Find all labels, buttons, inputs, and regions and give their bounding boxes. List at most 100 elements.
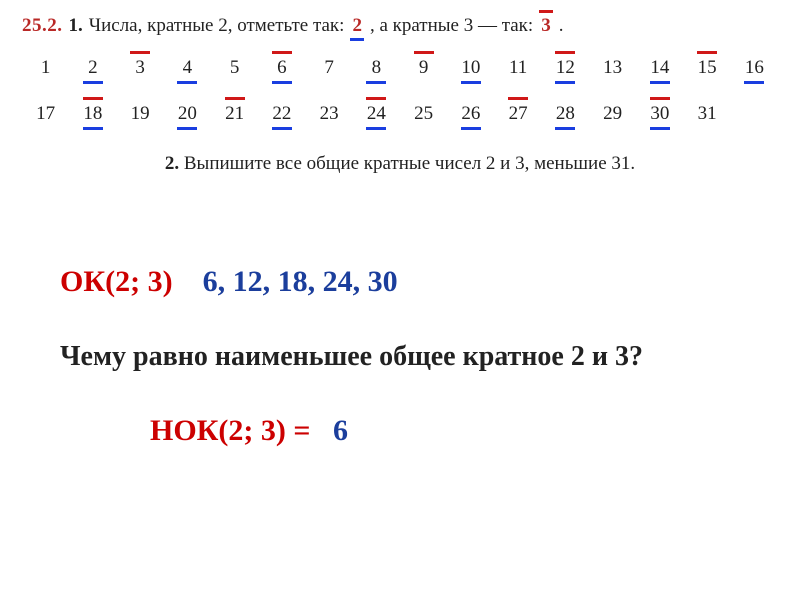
mult2-underline [744,81,764,84]
number-cell: 17 [22,103,69,125]
number-value: 2 [87,57,99,79]
exercise-line-2: 2. Выпишите все общие кратные чисел 2 и … [22,153,778,175]
number-cell: 3 [117,57,164,79]
number-cell: 9 [400,57,447,79]
mult3-overline [508,97,528,100]
number-cell: 5 [211,57,258,79]
number-cell: 11 [495,57,542,79]
common-multiples-line: ОК(2; 3) 6, 12, 18, 24, 30 [60,265,740,299]
number-value: 10 [460,57,481,79]
number-value: 5 [229,57,241,79]
mult3-overline [366,97,386,100]
question-text: Чему равно наименьшее общее кратное 2 и … [60,339,740,374]
mult2-underline [83,127,103,130]
number-value: 6 [276,57,288,79]
textbook-excerpt: 25.2. 1. Числа, кратные 2, отметьте так:… [22,15,778,175]
number-value: 20 [177,103,198,125]
number-value: 31 [697,103,718,125]
lcm-line: НОК(2; 3) = 6 [150,414,740,448]
mult2-underline [177,127,197,130]
number-cell: 20 [164,103,211,125]
mult2-underline [83,81,103,84]
part1-index: 1. [69,15,83,37]
mult3-overline [414,51,434,54]
number-cell: 22 [258,103,305,125]
number-value: 17 [35,103,56,125]
number-value: 9 [418,57,430,79]
mult2-underline [272,127,292,130]
number-value: 3 [134,57,146,79]
mult2-underline [650,81,670,84]
ok-values: 6, 12, 18, 24, 30 [203,265,398,298]
number-value: 11 [508,57,528,79]
number-cell: 29 [589,103,636,125]
nok-value: 6 [333,414,348,447]
number-value: 15 [697,57,718,79]
number-value: 29 [602,103,623,125]
mult2-underline [461,81,481,84]
ok-label: ОК(2; 3) [60,265,173,298]
number-cell: 10 [447,57,494,79]
number-value: 28 [555,103,576,125]
page: 25.2. 1. Числа, кратные 2, отметьте так:… [0,0,800,600]
mult3-overline [650,97,670,100]
number-cell: 21 [211,103,258,125]
number-value: 25 [413,103,434,125]
number-value: 22 [271,103,292,125]
number-cell: 16 [731,57,778,79]
nok-label: НОК(2; 3) = [150,414,311,447]
number-value: 18 [82,103,103,125]
number-cell: 12 [542,57,589,79]
number-cell: 23 [306,103,353,125]
demo-mark-3: 3 [539,15,553,37]
number-cell: 26 [447,103,494,125]
number-cell: 8 [353,57,400,79]
mult3-overline [555,51,575,54]
number-cell: 4 [164,57,211,79]
number-cell: 7 [306,57,353,79]
mult3-overline [272,51,292,54]
mult2-underline [650,127,670,130]
solution-block: ОК(2; 3) 6, 12, 18, 24, 30 Чему равно на… [0,245,800,448]
number-value: 19 [130,103,151,125]
number-cell: 2 [69,57,116,79]
mult3-overline [83,97,103,100]
number-value: 24 [366,103,387,125]
number-cell: 14 [636,57,683,79]
number-value: 1 [40,57,52,79]
mult2-underline [366,127,386,130]
number-value: 27 [508,103,529,125]
mult2-underline [272,81,292,84]
number-cell: 24 [353,103,400,125]
number-cell: 25 [400,103,447,125]
mult3-overline [130,51,150,54]
number-value: 21 [224,103,245,125]
part1-text-a: Числа, кратные 2, отметьте так: [89,15,345,37]
number-value: 14 [649,57,670,79]
number-value: 8 [371,57,383,79]
number-value: 16 [744,57,765,79]
number-cell: 19 [117,103,164,125]
number-value: 13 [602,57,623,79]
exercise-line-1: 25.2. 1. Числа, кратные 2, отметьте так:… [22,15,778,37]
mult3-overline [225,97,245,100]
number-cell: 27 [495,103,542,125]
mult2-underline [555,81,575,84]
number-cell: 30 [636,103,683,125]
number-cell: 6 [258,57,305,79]
number-cell: 31 [684,103,731,125]
number-value: 23 [319,103,340,125]
number-value: 26 [460,103,481,125]
number-cell: 1 [22,57,69,79]
mult2-underline [366,81,386,84]
number-grid: 1234567891011121314151617181920212223242… [22,57,778,125]
exercise-number: 25.2. [22,15,63,37]
number-value: 4 [182,57,194,79]
number-value: 12 [555,57,576,79]
mult2-underline [177,81,197,84]
part2-text: Выпишите все общие кратные чисел 2 и 3, … [184,153,635,174]
mult3-overline [697,51,717,54]
number-cell: 18 [69,103,116,125]
number-cell: 28 [542,103,589,125]
part1-text-c: . [559,15,564,37]
